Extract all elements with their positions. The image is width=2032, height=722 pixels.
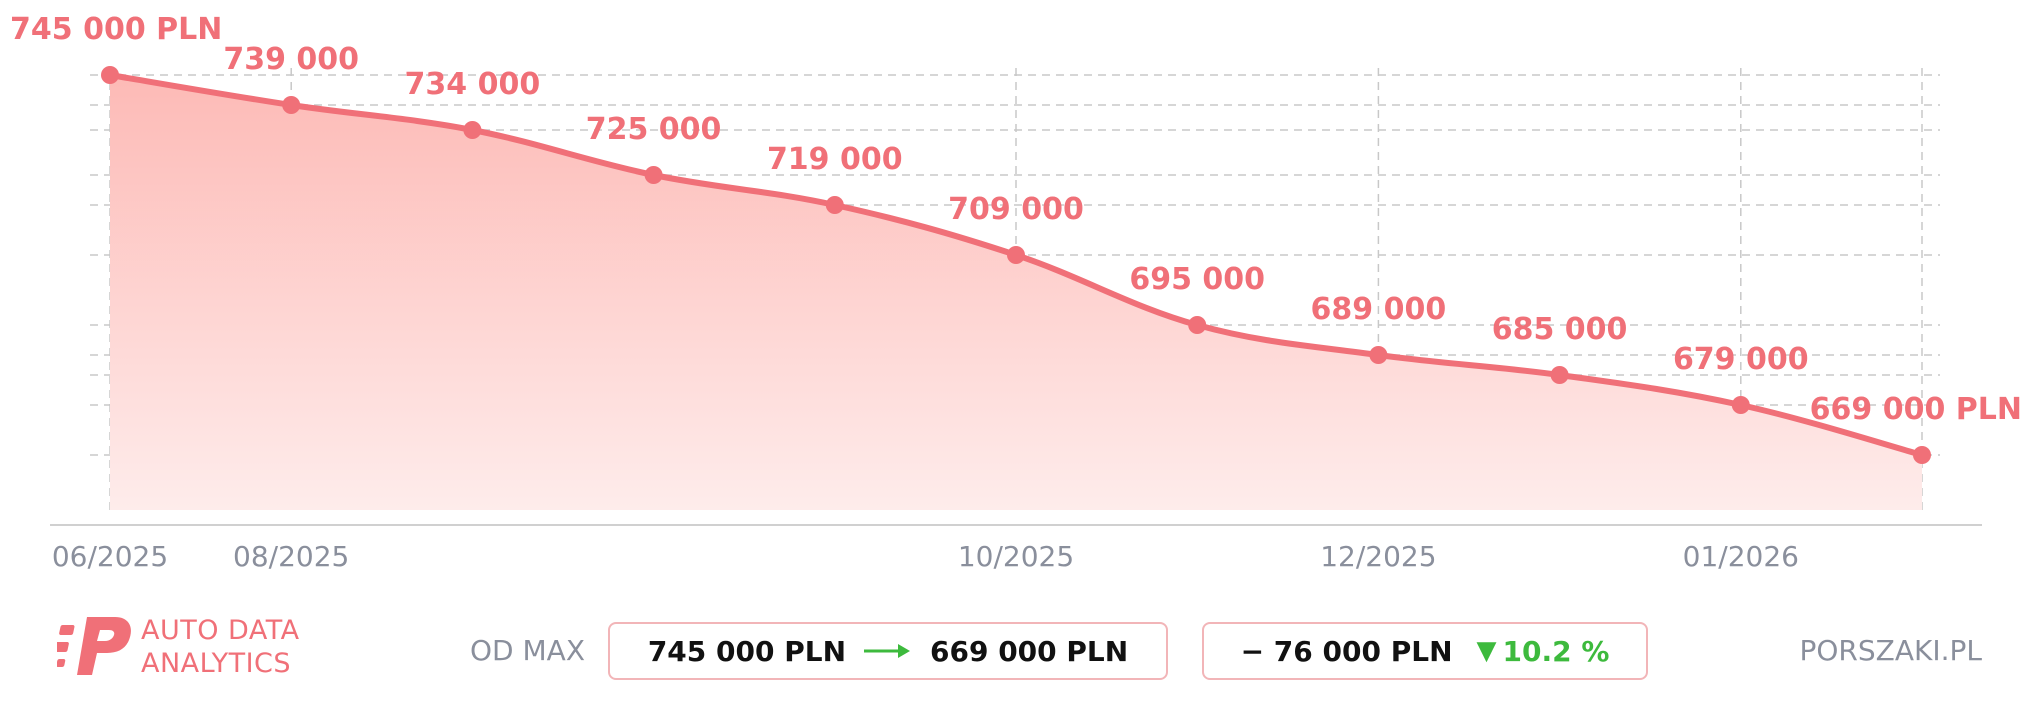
data-point xyxy=(101,66,119,84)
price-range-box: 745 000 PLN 669 000 PLN xyxy=(608,622,1168,680)
area-fill xyxy=(110,75,1922,510)
data-point xyxy=(1369,346,1388,364)
data-label: 679 000 xyxy=(1673,342,1809,377)
logo-text: AUTO DATA ANALYTICS xyxy=(141,614,300,680)
logo-mark-icon xyxy=(57,617,131,675)
data-label: 719 000 xyxy=(767,142,903,177)
data-label: 685 000 xyxy=(1492,312,1628,347)
data-point xyxy=(1188,316,1207,334)
data-point xyxy=(825,196,844,214)
source-label: PORSZAKI.PL xyxy=(1799,634,1983,667)
x-tick-labels: 06/2025 08/2025 10/2025 12/2025 01/2026 xyxy=(52,540,1799,573)
data-label: 739 000 xyxy=(223,42,359,77)
data-point xyxy=(1913,446,1931,464)
data-label: 689 000 xyxy=(1311,292,1447,327)
data-points xyxy=(101,66,1931,464)
change-percent: 10.2 % xyxy=(1502,634,1610,668)
data-label: 695 000 xyxy=(1129,262,1265,297)
logo-line-2: ANALYTICS xyxy=(141,648,292,679)
x-tick-label: 10/2025 xyxy=(958,540,1074,573)
data-point xyxy=(644,166,663,184)
data-point xyxy=(1007,246,1025,264)
data-label: 669 000 PLN xyxy=(1810,392,2022,427)
price-change-box: − 76 000 PLN ▼ 10.2 % xyxy=(1202,622,1648,680)
data-point xyxy=(463,121,482,139)
logo-line-1: AUTO DATA xyxy=(141,615,300,646)
from-price: 745 000 PLN xyxy=(647,634,846,668)
x-tick-label: 06/2025 xyxy=(52,540,168,573)
to-price: 669 000 PLN xyxy=(930,634,1129,668)
right-arrow-icon xyxy=(864,635,912,668)
od-max-label: OD MAX xyxy=(470,634,585,667)
data-point xyxy=(282,96,301,114)
data-label: 745 000 PLN xyxy=(10,12,222,47)
change-amount: − 76 000 PLN xyxy=(1240,634,1453,668)
data-point xyxy=(1731,396,1750,414)
data-label: 709 000 xyxy=(948,192,1084,227)
auto-data-analytics-logo: AUTO DATA ANALYTICS xyxy=(57,610,317,680)
footer: AUTO DATA ANALYTICS OD MAX 745 000 PLN 6… xyxy=(0,610,2032,692)
data-label: 734 000 xyxy=(405,67,541,102)
x-tick-label: 12/2025 xyxy=(1320,540,1436,573)
x-tick-label: 01/2026 xyxy=(1683,540,1799,573)
data-label: 725 000 xyxy=(586,112,722,147)
data-point xyxy=(1550,366,1569,384)
down-triangle-icon: ▼ xyxy=(1476,636,1497,666)
x-tick-label: 08/2025 xyxy=(233,540,349,573)
